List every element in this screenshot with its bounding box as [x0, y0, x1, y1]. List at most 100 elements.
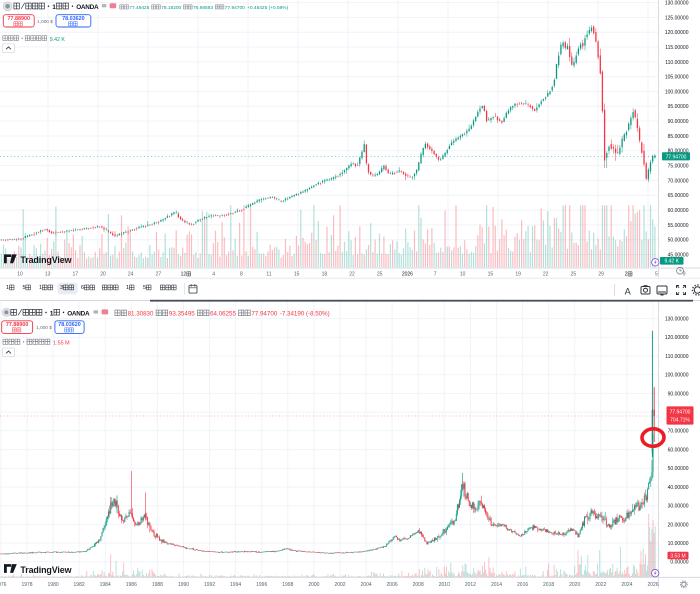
svg-text:100.00000: 100.00000 [665, 89, 689, 95]
svg-text:1980: 1980 [48, 582, 59, 588]
svg-text:1978: 1978 [21, 582, 32, 588]
svg-text:75.00000: 75.00000 [668, 164, 689, 170]
svg-text:19: 19 [515, 272, 521, 278]
svg-text:10: 10 [460, 272, 466, 278]
svg-text:2006: 2006 [387, 582, 398, 588]
svg-text:130.00000: 130.00000 [665, 1, 689, 7]
svg-text:120.00000: 120.00000 [665, 30, 689, 36]
svg-text:64.06255: 64.06255 [210, 311, 236, 318]
svg-text:24: 24 [128, 272, 134, 278]
svg-text:93.35495: 93.35495 [169, 311, 195, 318]
svg-text:1990: 1990 [178, 582, 189, 588]
svg-text:78.18200: 78.18200 [161, 5, 181, 11]
svg-text:77.88900: 77.88900 [8, 16, 30, 22]
svg-text:2000: 2000 [308, 582, 319, 588]
svg-text:17: 17 [73, 272, 79, 278]
svg-text:22: 22 [543, 272, 549, 278]
svg-text:78.03620: 78.03620 [62, 16, 84, 22]
svg-text:1994: 1994 [230, 582, 241, 588]
svg-text:18: 18 [322, 272, 328, 278]
svg-text:1992: 1992 [204, 582, 215, 588]
svg-text:5: 5 [143, 285, 146, 291]
svg-text:2014: 2014 [491, 582, 502, 588]
svg-text:30.00000: 30.00000 [668, 504, 689, 510]
svg-text:9.42 K: 9.42 K [50, 37, 66, 43]
svg-text:77.94700: 77.94700 [251, 311, 277, 318]
svg-text:2022: 2022 [595, 582, 606, 588]
svg-text:60.00000: 60.00000 [668, 448, 689, 454]
svg-text:27: 27 [156, 272, 162, 278]
svg-text:2024: 2024 [621, 582, 632, 588]
svg-text:1986: 1986 [126, 582, 137, 588]
svg-text:704.71%: 704.71% [670, 418, 690, 424]
svg-text:12: 12 [181, 272, 187, 278]
svg-text:TradingView: TradingView [20, 255, 71, 265]
svg-text:9: 9 [683, 272, 686, 278]
svg-text:2020: 2020 [569, 582, 580, 588]
svg-text:77.49425: 77.49425 [129, 5, 149, 11]
svg-text:1: 1 [50, 310, 54, 317]
svg-text:2026: 2026 [402, 272, 413, 278]
svg-text:1,000 $: 1,000 $ [36, 325, 52, 330]
svg-text:77.88900: 77.88900 [6, 322, 28, 328]
svg-text:1: 1 [126, 285, 129, 291]
svg-text:77.94700: 77.94700 [666, 155, 687, 161]
svg-text:45.00000: 45.00000 [668, 253, 689, 259]
svg-text:70.00000: 70.00000 [668, 429, 689, 435]
svg-text:2012: 2012 [465, 582, 476, 588]
svg-text:77.94700: 77.94700 [225, 5, 245, 11]
svg-text:76.98593: 76.98593 [193, 5, 213, 11]
svg-text:20: 20 [100, 272, 106, 278]
svg-text:120.00000: 120.00000 [665, 335, 689, 341]
svg-text:85.00000: 85.00000 [668, 134, 689, 140]
svg-text:1: 1 [52, 4, 56, 11]
svg-text:11: 11 [266, 272, 271, 278]
svg-text:3: 3 [60, 285, 63, 291]
svg-text:115.00000: 115.00000 [665, 45, 688, 51]
svg-text:TradingView: TradingView [20, 565, 71, 575]
svg-text:25: 25 [377, 272, 383, 278]
svg-text:2016: 2016 [517, 582, 528, 588]
svg-text:90.00000: 90.00000 [668, 391, 689, 397]
svg-text:4: 4 [212, 272, 215, 278]
svg-text:20.00000: 20.00000 [668, 522, 689, 528]
svg-text:78.03620: 78.03620 [58, 322, 80, 328]
svg-text:50.00000: 50.00000 [668, 466, 689, 472]
svg-text:2026: 2026 [647, 582, 658, 588]
svg-text:110.00000: 110.00000 [665, 60, 688, 66]
svg-text:9.42 K: 9.42 K [664, 259, 679, 265]
svg-text:0.00000: 0.00000 [670, 560, 688, 566]
svg-text:90.00000: 90.00000 [668, 119, 689, 125]
svg-text:1976: 1976 [0, 582, 7, 588]
svg-text:1.55 M: 1.55 M [53, 341, 70, 347]
svg-text:OANDA: OANDA [76, 4, 99, 11]
svg-text:1988: 1988 [152, 582, 163, 588]
svg-text:55.00000: 55.00000 [668, 223, 689, 229]
svg-text:1982: 1982 [74, 582, 85, 588]
svg-text:2: 2 [625, 272, 628, 278]
svg-text:10.00000: 10.00000 [668, 541, 689, 547]
svg-text:15: 15 [294, 272, 300, 278]
svg-text:1998: 1998 [282, 582, 293, 588]
svg-text:5: 5 [23, 285, 26, 291]
svg-text:5: 5 [655, 272, 658, 278]
svg-text:77.94700: 77.94700 [670, 410, 691, 416]
svg-text:1,000 $: 1,000 $ [37, 19, 53, 24]
svg-text:110.00000: 110.00000 [665, 354, 688, 360]
svg-text:15: 15 [488, 272, 494, 278]
svg-text:125.00000: 125.00000 [665, 15, 689, 21]
svg-text:2004: 2004 [361, 582, 372, 588]
svg-text:25: 25 [571, 272, 577, 278]
svg-text:-7.34190 (-8.50%): -7.34190 (-8.50%) [280, 311, 330, 318]
svg-text:3.53 M: 3.53 M [670, 554, 685, 560]
svg-text:13: 13 [45, 272, 51, 278]
svg-text:2008: 2008 [413, 582, 424, 588]
svg-text:80.00000: 80.00000 [668, 149, 689, 155]
svg-text:10: 10 [17, 272, 23, 278]
svg-text:65.00000: 65.00000 [668, 193, 689, 199]
svg-text:A: A [625, 287, 632, 297]
svg-text:29: 29 [598, 272, 604, 278]
svg-text:OANDA: OANDA [67, 310, 90, 317]
svg-text:100.00000: 100.00000 [665, 373, 689, 379]
svg-text:2018: 2018 [543, 582, 554, 588]
